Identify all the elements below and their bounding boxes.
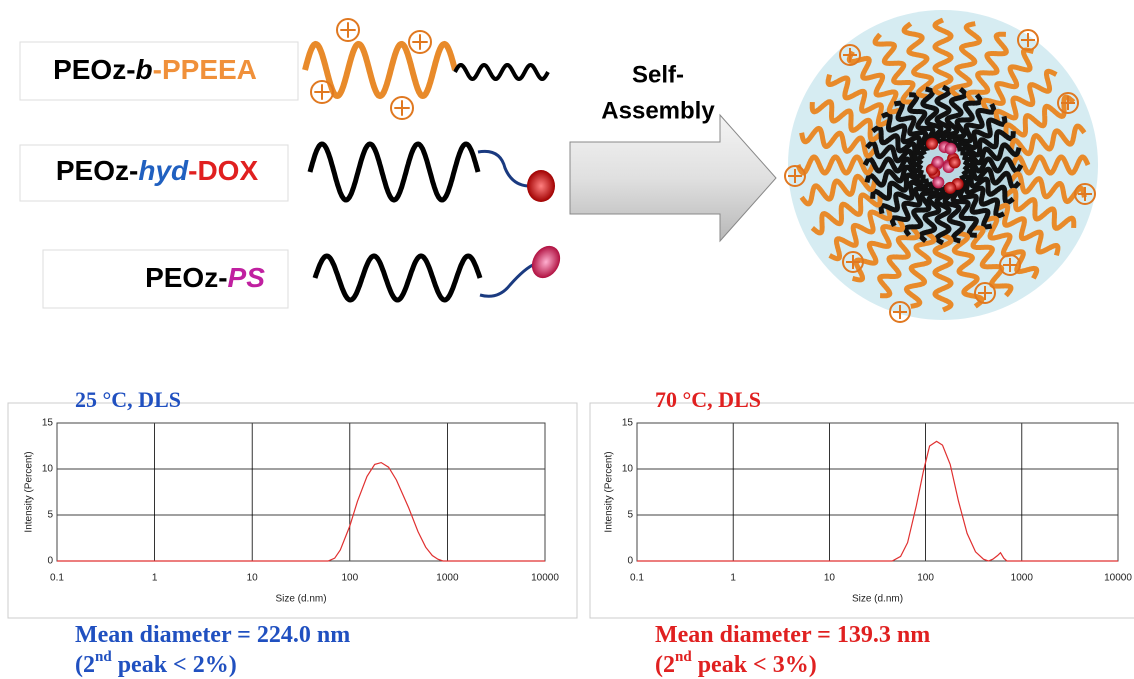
- chart-title: 70 °C, DLS: [655, 387, 761, 412]
- y-tick-label: 15: [42, 418, 54, 429]
- x-tick-label: 10000: [531, 573, 559, 584]
- x-axis-label: Size (d.nm): [275, 594, 326, 605]
- y-axis-label: Intensity (Percent): [604, 451, 615, 532]
- chart-frame: [590, 403, 1134, 618]
- annotation-part: peak < 3%): [692, 652, 817, 678]
- y-tick-label: 0: [627, 556, 633, 567]
- label-part: PEOz-: [56, 155, 138, 186]
- molecule-label: PEOz-b-PPEEA: [53, 54, 257, 85]
- molecule-label: PEOz-PS: [145, 262, 265, 293]
- assembly-arrow: [570, 115, 776, 241]
- dox: [527, 170, 555, 202]
- charge-plus: [340, 22, 355, 37]
- annotation: Mean diameter = 224.0 nm: [75, 622, 350, 648]
- linker: [480, 264, 535, 296]
- figure: PEOz-b-PPEEAPEOz-hyd-DOXPEOz-PSSelf-Asse…: [0, 0, 1134, 679]
- y-tick-label: 10: [622, 464, 634, 475]
- label-part: PEOz-: [53, 54, 135, 85]
- charge-plus: [412, 34, 427, 49]
- annotation-part: (2: [655, 652, 675, 678]
- label-part: -PPEEA: [153, 54, 257, 85]
- x-tick-label: 10000: [1104, 573, 1132, 584]
- y-tick-label: 0: [47, 556, 53, 567]
- label-part: PEOz-: [145, 262, 227, 293]
- x-tick-label: 1: [152, 573, 158, 584]
- ppeea-chain: [305, 44, 455, 96]
- y-tick-label: 5: [47, 510, 53, 521]
- label-part: b: [136, 54, 153, 85]
- chart-title: 25 °C, DLS: [75, 387, 181, 412]
- charge-plus: [314, 84, 329, 99]
- peoz-chain: [315, 256, 480, 300]
- drug: [944, 182, 956, 194]
- x-tick-label: 100: [917, 573, 934, 584]
- x-tick-label: 100: [341, 573, 358, 584]
- annotation-part: nd: [95, 649, 112, 665]
- x-tick-label: 10: [247, 573, 259, 584]
- y-axis-label: Intensity (Percent): [24, 451, 35, 532]
- drug: [932, 156, 944, 168]
- chart-frame: [8, 403, 577, 618]
- drug: [932, 176, 944, 188]
- y-tick-label: 15: [622, 418, 634, 429]
- figure-canvas: PEOz-b-PPEEAPEOz-hyd-DOXPEOz-PSSelf-Asse…: [0, 0, 1134, 679]
- label-part: hyd: [138, 155, 189, 186]
- annotation-part: Mean diameter = 139.3 nm: [655, 622, 930, 648]
- molecule-label: PEOz-hyd-DOX: [56, 155, 259, 186]
- annotation: (2nd peak < 3%): [655, 649, 817, 677]
- label-part: -DOX: [188, 155, 258, 186]
- charge-plus: [394, 100, 409, 115]
- x-tick-label: 0.1: [50, 573, 64, 584]
- peoz-chain: [455, 65, 548, 79]
- annotation-part: (2: [75, 652, 95, 678]
- peoz-chain: [310, 144, 478, 200]
- y-tick-label: 10: [42, 464, 54, 475]
- drug: [945, 143, 957, 155]
- drug: [949, 156, 961, 168]
- linker: [478, 151, 528, 186]
- y-tick-label: 5: [627, 510, 633, 521]
- x-tick-label: 1000: [1011, 573, 1034, 584]
- drug: [926, 138, 938, 150]
- annotation-part: peak < 2%): [112, 652, 237, 678]
- label-part: PS: [228, 262, 266, 293]
- x-axis-label: Size (d.nm): [852, 594, 903, 605]
- x-tick-label: 0.1: [630, 573, 644, 584]
- x-tick-label: 1000: [436, 573, 459, 584]
- annotation-part: nd: [675, 649, 692, 665]
- annotation: Mean diameter = 139.3 nm: [655, 622, 930, 648]
- annotation: (2nd peak < 2%): [75, 649, 237, 677]
- ps: [526, 241, 566, 283]
- arrow-label: Assembly: [601, 97, 715, 124]
- annotation-part: Mean diameter = 224.0 nm: [75, 622, 350, 648]
- x-tick-label: 1: [730, 573, 736, 584]
- arrow-label: Self-: [632, 61, 684, 88]
- x-tick-label: 10: [824, 573, 836, 584]
